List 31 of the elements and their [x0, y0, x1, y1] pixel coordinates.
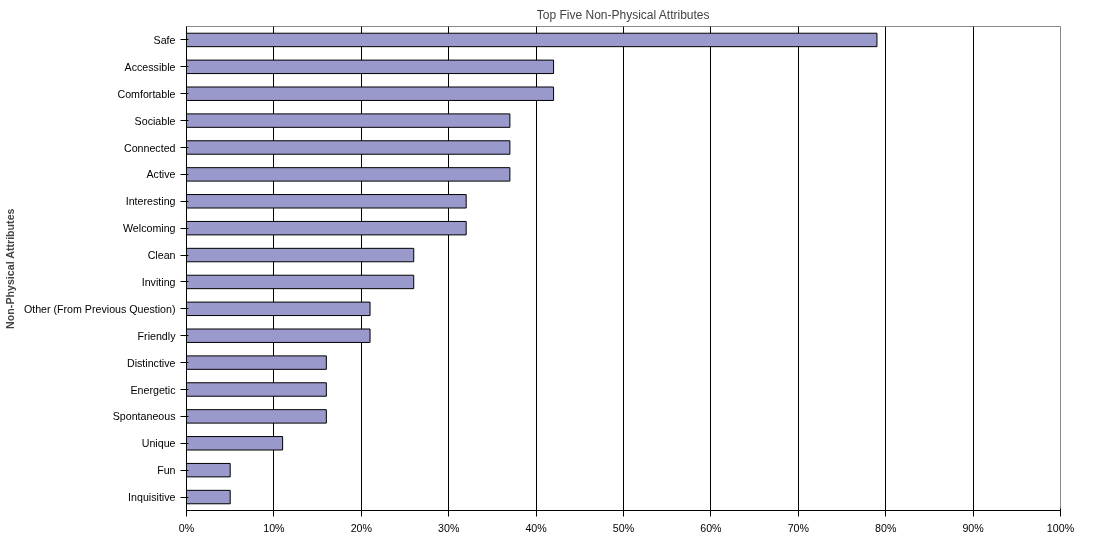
x-tick-label: 40% — [525, 521, 548, 534]
x-tick-label: 0% — [178, 521, 195, 534]
y-tick-label: Inquisitive — [128, 491, 176, 504]
y-tick-label: Inviting — [141, 275, 176, 288]
y-tick-label: Sociable — [134, 114, 176, 127]
x-tick-label: 50% — [612, 521, 635, 534]
y-tick-label: Welcoming — [122, 222, 176, 235]
x-tick-label: 10% — [263, 521, 286, 534]
x-tick-label: 100% — [1046, 521, 1075, 534]
x-tick-label: 80% — [875, 521, 897, 534]
x-tick-label: 90% — [962, 521, 985, 534]
y-tick-label: Safe — [153, 33, 176, 46]
y-tick-label: Other (From Previous Question) — [23, 302, 176, 315]
y-tick-label: Distinctive — [126, 356, 176, 369]
y-tick-label: Clean — [147, 249, 176, 262]
y-tick-label: Spontaneous — [112, 410, 176, 423]
y-tick-label: Energetic — [130, 383, 177, 396]
y-tick-label: Interesting — [125, 195, 176, 208]
y-axis-title: Non-Physical Attributes — [3, 208, 16, 329]
y-tick-label: Friendly — [137, 329, 177, 342]
x-tick-label: 30% — [438, 521, 460, 534]
y-tick-label: Comfortable — [117, 87, 176, 100]
chart-title: Top Five Non-Physical Attributes — [536, 7, 710, 22]
y-tick-label: Accessible — [124, 60, 176, 73]
x-tick-label: 60% — [700, 521, 723, 534]
y-tick-label: Fun — [157, 464, 176, 477]
y-tick-label: Unique — [141, 437, 176, 450]
x-tick-label: 20% — [350, 521, 373, 534]
y-tick-label: Connected — [123, 141, 176, 154]
x-tick-label: 70% — [787, 521, 810, 534]
y-tick-label: Active — [146, 168, 176, 181]
